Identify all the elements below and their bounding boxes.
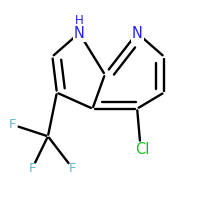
Text: N: N — [132, 26, 142, 40]
Text: F: F — [29, 162, 36, 175]
Text: F: F — [69, 162, 76, 175]
Text: N: N — [74, 26, 85, 40]
Text: F: F — [8, 118, 16, 131]
Text: H: H — [75, 14, 84, 27]
Text: Cl: Cl — [136, 142, 150, 157]
